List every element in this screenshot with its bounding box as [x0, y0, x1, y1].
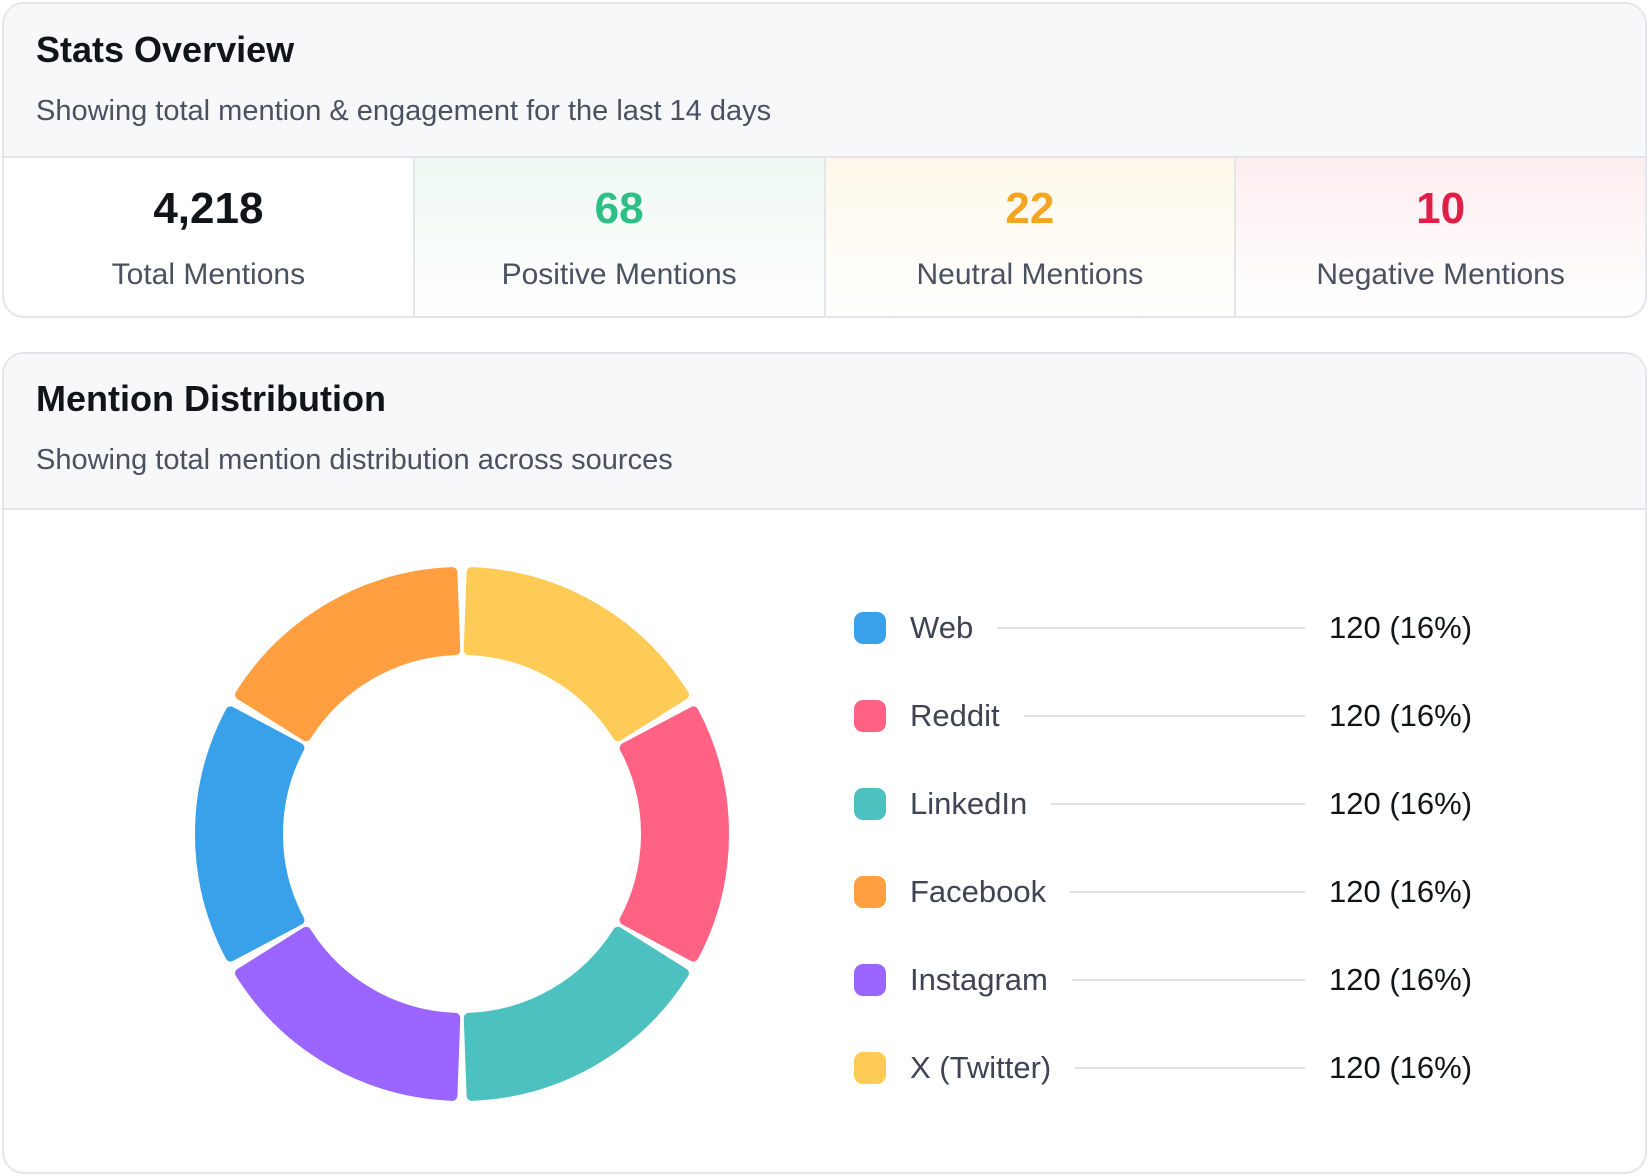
donut-slice-facebook[interactable]	[235, 567, 461, 742]
stat-positive-mentions[interactable]: 68 Positive Mentions	[414, 158, 826, 316]
legend-value: 120 (16%)	[1329, 610, 1473, 645]
mention-distribution-subtitle: Showing total mention distribution acros…	[36, 444, 673, 476]
donut-slice-x-twitter[interactable]	[463, 567, 689, 742]
mention-distribution-header: Mention Distribution Showing total menti…	[4, 354, 1645, 510]
legend-leader-line	[1023, 715, 1305, 717]
legend-value: 120 (16%)	[1329, 786, 1473, 821]
stat-value: 22	[1005, 184, 1055, 233]
donut-slice-instagram[interactable]	[235, 926, 461, 1101]
legend-item-x-twitter[interactable]: X (Twitter) 120 (16%)	[854, 1024, 1474, 1112]
legend-leader-line	[1075, 1067, 1305, 1069]
stat-label: Positive Mentions	[501, 258, 737, 291]
legend-item-linkedin[interactable]: LinkedIn 120 (16%)	[854, 760, 1474, 848]
legend-swatch	[854, 876, 886, 908]
stat-value: 10	[1416, 184, 1466, 233]
stat-label: Total Mentions	[111, 258, 306, 291]
donut-slice-reddit[interactable]	[619, 706, 729, 962]
stat-value: 68	[594, 184, 644, 233]
donut-chart	[195, 567, 729, 1101]
stats-overview-subtitle: Showing total mention & engagement for t…	[36, 95, 772, 127]
legend-label: Instagram	[910, 962, 1048, 997]
legend-label: X (Twitter)	[910, 1050, 1052, 1085]
legend-swatch	[854, 612, 886, 644]
stat-label: Negative Mentions	[1316, 258, 1565, 291]
stats-overview-title: Stats Overview	[36, 29, 295, 70]
legend-item-reddit[interactable]: Reddit 120 (16%)	[854, 672, 1474, 760]
legend-item-web[interactable]: Web 120 (16%)	[854, 584, 1474, 672]
chart-legend: Web 120 (16%) Reddit 120 (16%) LinkedIn 120 (…	[854, 584, 1474, 1112]
legend-label: Web	[910, 610, 974, 645]
legend-item-facebook[interactable]: Facebook 120 (16%)	[854, 848, 1474, 936]
stats-overview-header: Stats Overview Showing total mention & e…	[4, 4, 1645, 158]
legend-value: 120 (16%)	[1329, 962, 1473, 997]
donut-slice-linkedin[interactable]	[463, 926, 689, 1101]
stats-row: 4,218 Total Mentions 68 Positive Mention…	[4, 158, 1645, 316]
legend-leader-line	[997, 627, 1305, 629]
donut-slice-web[interactable]	[195, 706, 305, 962]
stat-label: Neutral Mentions	[916, 258, 1144, 291]
legend-label: LinkedIn	[910, 786, 1028, 821]
legend-swatch	[854, 964, 886, 996]
mention-distribution-card: Mention Distribution Showing total menti…	[2, 352, 1647, 1174]
stat-negative-mentions[interactable]: 10 Negative Mentions	[1236, 158, 1645, 316]
legend-value: 120 (16%)	[1329, 698, 1473, 733]
stat-neutral-mentions[interactable]: 22 Neutral Mentions	[825, 158, 1237, 316]
legend-value: 120 (16%)	[1329, 874, 1473, 909]
legend-swatch	[854, 1052, 886, 1084]
mention-distribution-title: Mention Distribution	[36, 378, 386, 419]
stat-value: 4,218	[153, 184, 264, 233]
legend-value: 120 (16%)	[1329, 1050, 1473, 1085]
legend-leader-line	[1071, 979, 1305, 981]
legend-label: Reddit	[910, 698, 1000, 733]
stats-overview-card: Stats Overview Showing total mention & e…	[2, 2, 1647, 318]
legend-leader-line	[1070, 891, 1305, 893]
stat-total-mentions[interactable]: 4,218 Total Mentions	[4, 158, 415, 316]
legend-item-instagram[interactable]: Instagram 120 (16%)	[854, 936, 1474, 1024]
legend-swatch	[854, 700, 886, 732]
legend-leader-line	[1051, 803, 1305, 805]
legend-label: Facebook	[910, 874, 1047, 909]
legend-swatch	[854, 788, 886, 820]
